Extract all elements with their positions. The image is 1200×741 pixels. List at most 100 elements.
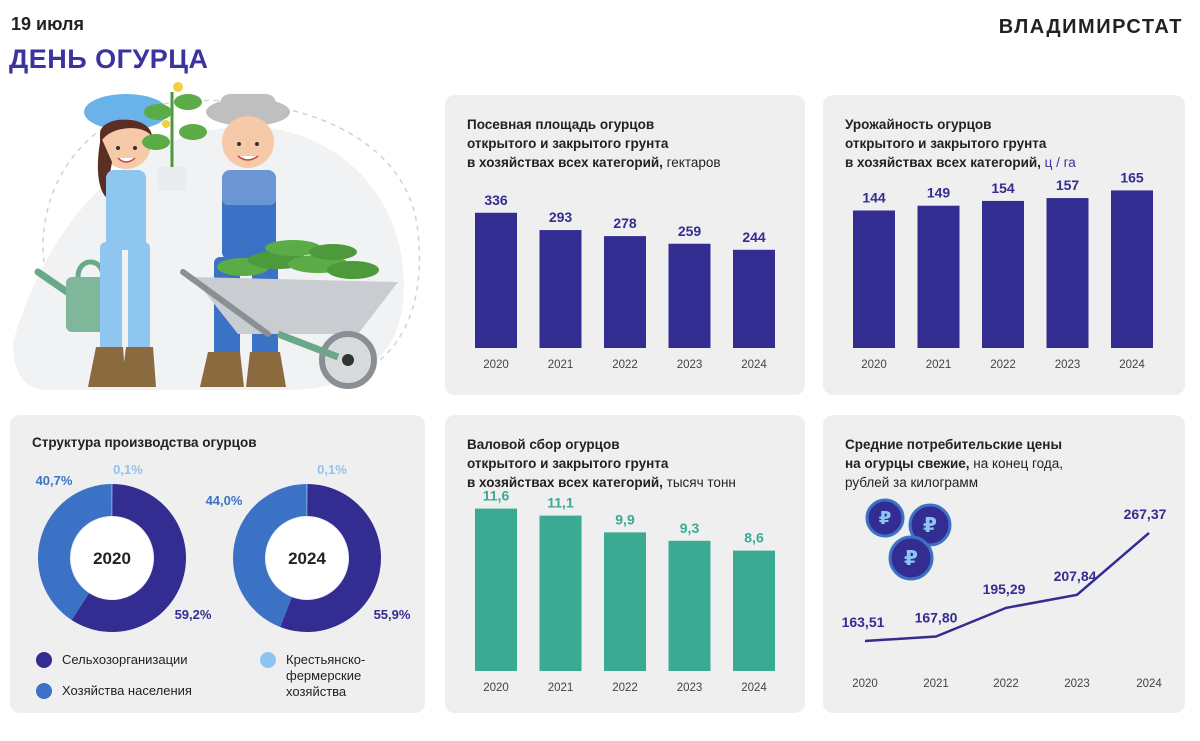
data-label: 9,3 xyxy=(680,520,700,536)
tick-label: 2020 xyxy=(861,359,887,371)
legend-swatch xyxy=(36,683,52,699)
harvest-panel: Валовой сбор огурцов открытого и закрыто… xyxy=(445,415,805,713)
svg-text:₽: ₽ xyxy=(923,515,937,537)
data-label: 149 xyxy=(927,185,951,201)
series-line xyxy=(864,531,1150,643)
structure-panel: Структура производства огурцов 2020 59,2%… xyxy=(10,415,425,713)
data-label: 157 xyxy=(1056,177,1080,193)
tick-label: 2024 xyxy=(741,682,767,694)
tick-label: 2020 xyxy=(483,359,509,371)
legend-item-households: Хозяйства населения xyxy=(36,683,192,699)
bar xyxy=(539,515,582,671)
data-label: 244 xyxy=(742,229,766,245)
price-panel: Средние потребительские цены на огурцы с… xyxy=(823,415,1185,713)
data-label: 144 xyxy=(862,189,886,205)
donut-center-label: 2024 xyxy=(288,549,326,568)
bar xyxy=(539,230,582,348)
legend-item-farms: Крестьянско- фермерские хозяйства xyxy=(260,652,365,700)
legend-swatch xyxy=(260,652,276,668)
tick-label: 2022 xyxy=(612,682,638,694)
data-label: 267,37 xyxy=(1124,506,1167,522)
structure-donut-charts: 2020 59,2% 40,7% 0,1% 2024 55,9% 44,0% 0,1% xyxy=(36,462,411,632)
donut-slice xyxy=(37,484,112,620)
bar xyxy=(982,200,1024,348)
plant-icon xyxy=(142,82,207,191)
donut-percent-label: 59,2% xyxy=(175,607,212,622)
bar xyxy=(1046,198,1089,348)
tick-label: 2021 xyxy=(923,678,949,690)
date-label: 19 июля xyxy=(11,14,84,34)
data-label: 336 xyxy=(484,192,508,208)
woman-figure-icon xyxy=(84,94,168,387)
wheelbarrow-icon xyxy=(180,240,398,389)
data-label: 165 xyxy=(1120,169,1144,185)
bar xyxy=(917,205,960,348)
tick-label: 2021 xyxy=(548,359,574,371)
bar xyxy=(1111,190,1153,348)
bar xyxy=(668,540,711,671)
data-label: 11,1 xyxy=(547,495,574,511)
sown-area-panel: Посевная площадь огурцов открытого и зак… xyxy=(445,95,805,395)
donut-center-label: 2020 xyxy=(93,549,131,568)
tick-label: 2023 xyxy=(677,682,703,694)
svg-text:₽: ₽ xyxy=(904,548,918,570)
bar xyxy=(604,236,646,348)
donut-percent-label: 0,1% xyxy=(317,462,347,477)
harvest-title: Валовой сбор огурцов открытого и закрыто… xyxy=(467,437,736,490)
sown-area-title: Посевная площадь огурцов открытого и зак… xyxy=(467,117,721,170)
donut-slice xyxy=(280,484,381,632)
legend-swatch xyxy=(36,652,52,668)
donut-percent-label: 0,1% xyxy=(113,462,143,477)
tick-label: 2024 xyxy=(1119,359,1145,371)
yield-title: Урожайность огурцов открытого и закрытог… xyxy=(845,117,1076,170)
tick-label: 2023 xyxy=(1055,359,1081,371)
sown-area-bar-chart: 336 2020 293 2021 278 2022 259 2023 244 2024 xyxy=(475,192,775,371)
yield-bar-chart: 144 2020 149 2021 154 2022 157 2023 165 2024 xyxy=(853,169,1153,371)
donut-slice xyxy=(111,484,113,517)
price-line-chart: ₽ ₽ ₽ 163,51 2020 167,80 2021 195,29 2022 207,… xyxy=(842,498,1167,690)
gardeners-illustration xyxy=(13,82,421,391)
bar xyxy=(668,243,711,348)
donut-slice xyxy=(233,484,307,627)
data-label: 9,9 xyxy=(615,511,635,527)
tick-label: 2021 xyxy=(926,359,952,371)
data-label: 278 xyxy=(613,215,637,231)
tick-label: 2023 xyxy=(677,359,703,371)
harvest-bar-chart: 11,6 2020 11,1 2021 9,9 2022 9,3 2023 8,6 2024 xyxy=(475,488,775,694)
donut-percent-label: 55,9% xyxy=(374,607,411,622)
data-label: 293 xyxy=(549,209,573,225)
donut-hole xyxy=(71,517,153,599)
donut-slice xyxy=(71,484,186,632)
legend-item-agri-orgs: Сельхозорганизации xyxy=(36,652,188,668)
data-label: 195,29 xyxy=(983,581,1026,597)
bar xyxy=(604,532,646,671)
structure-legend: Сельхозорганизации Хозяйства населения К… xyxy=(10,415,425,713)
data-label: 11,6 xyxy=(483,488,510,504)
tick-label: 2022 xyxy=(990,359,1016,371)
data-label: 154 xyxy=(991,180,1015,196)
tick-label: 2024 xyxy=(1136,678,1162,690)
data-label: 167,80 xyxy=(915,609,958,625)
yield-panel: Урожайность огурцов открытого и закрытог… xyxy=(823,95,1185,395)
data-label: 259 xyxy=(678,223,702,239)
ruble-coins-icon: ₽ ₽ ₽ xyxy=(865,498,952,581)
tick-label: 2022 xyxy=(612,359,638,371)
data-label: 8,6 xyxy=(744,530,764,546)
data-label: 163,51 xyxy=(842,614,885,630)
bar xyxy=(475,508,517,671)
page-title: ДЕНЬ ОГУРЦА xyxy=(9,44,209,74)
donut-percent-label: 40,7% xyxy=(36,473,73,488)
brand-logo: ВЛАДИМИРСТАТ xyxy=(998,16,1183,38)
tick-label: 2020 xyxy=(852,678,878,690)
tick-label: 2023 xyxy=(1064,678,1090,690)
structure-title: Структура производства огурцов xyxy=(32,435,257,450)
donut-percent-label: 44,0% xyxy=(206,493,243,508)
svg-text:₽: ₽ xyxy=(879,508,892,528)
tick-label: 2020 xyxy=(483,682,509,694)
donut-slice xyxy=(306,484,308,517)
bar xyxy=(733,550,775,671)
bar xyxy=(475,212,517,348)
tick-label: 2021 xyxy=(548,682,574,694)
donut-hole xyxy=(266,517,348,599)
tick-label: 2024 xyxy=(741,359,767,371)
